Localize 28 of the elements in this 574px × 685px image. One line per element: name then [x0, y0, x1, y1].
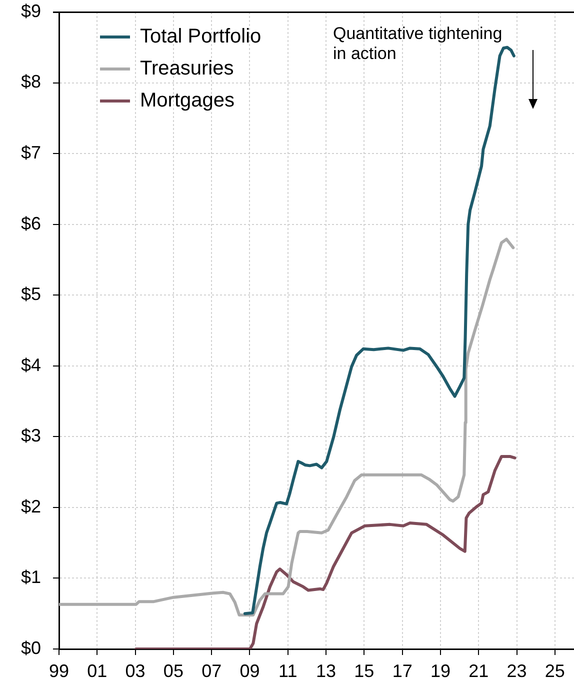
x-tick-label: 99 — [48, 660, 70, 681]
legend-label: Treasuries — [140, 58, 234, 80]
y-tick-label: $2 — [20, 496, 41, 516]
x-tick-label: 23 — [506, 660, 527, 681]
x-tick-label: 05 — [163, 660, 184, 681]
y-tick-label: $0 — [20, 638, 41, 658]
x-tick-label: 09 — [240, 660, 260, 681]
y-tick-label: $7 — [20, 142, 41, 163]
x-tick-label: 21 — [468, 660, 489, 681]
y-tick-label: $3 — [20, 426, 41, 446]
x-tick-label: 07 — [202, 660, 222, 681]
y-tick-label: $1 — [20, 567, 41, 588]
y-tick-label: $4 — [20, 354, 41, 375]
y-tick-label: $6 — [20, 213, 41, 234]
x-tick-label: 19 — [430, 660, 450, 681]
x-tick-label: 17 — [392, 660, 412, 681]
legend-label: Total Portfolio — [140, 26, 262, 48]
x-tick-label: 03 — [125, 660, 146, 681]
x-tick-label: 25 — [544, 660, 565, 681]
y-tick-label: $9 — [20, 0, 41, 21]
x-tick-label: 13 — [316, 660, 336, 681]
annotation: Quantitative tightening in action — [333, 24, 504, 64]
x-tick-label: 11 — [278, 660, 298, 681]
x-tick-label: 15 — [354, 660, 374, 681]
y-tick-label: $8 — [20, 72, 41, 92]
y-tick-label: $5 — [20, 284, 41, 304]
legend-label: Mortgages — [140, 90, 234, 112]
x-tick-label: 01 — [87, 660, 108, 681]
